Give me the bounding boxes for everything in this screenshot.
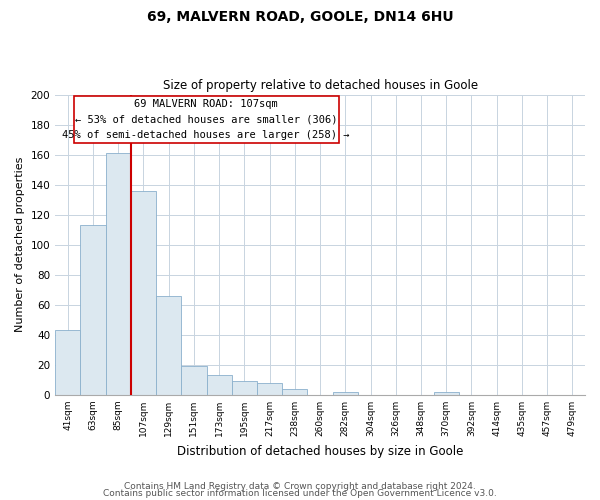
Text: 69 MALVERN ROAD: 107sqm
← 53% of detached houses are smaller (306)
45% of semi-d: 69 MALVERN ROAD: 107sqm ← 53% of detache… (62, 98, 350, 140)
Bar (232, 382, 257, 395)
Text: Contains public sector information licensed under the Open Government Licence v3: Contains public sector information licen… (103, 490, 497, 498)
Bar (332, 392, 358, 395)
Bar (206, 376, 232, 395)
Y-axis label: Number of detached properties: Number of detached properties (15, 157, 25, 332)
Title: Size of property relative to detached houses in Goole: Size of property relative to detached ho… (163, 79, 478, 92)
Text: 69, MALVERN ROAD, GOOLE, DN14 6HU: 69, MALVERN ROAD, GOOLE, DN14 6HU (146, 10, 454, 24)
Bar (80, 225, 106, 395)
Bar (257, 383, 282, 395)
Bar (282, 389, 307, 395)
Text: Contains HM Land Registry data © Crown copyright and database right 2024.: Contains HM Land Registry data © Crown c… (124, 482, 476, 491)
FancyBboxPatch shape (74, 96, 338, 142)
Bar (181, 366, 206, 395)
X-axis label: Distribution of detached houses by size in Goole: Distribution of detached houses by size … (177, 444, 463, 458)
Bar (55, 330, 80, 395)
Bar (156, 296, 181, 395)
Bar (106, 153, 131, 395)
Bar (131, 190, 156, 395)
Bar (434, 392, 459, 395)
